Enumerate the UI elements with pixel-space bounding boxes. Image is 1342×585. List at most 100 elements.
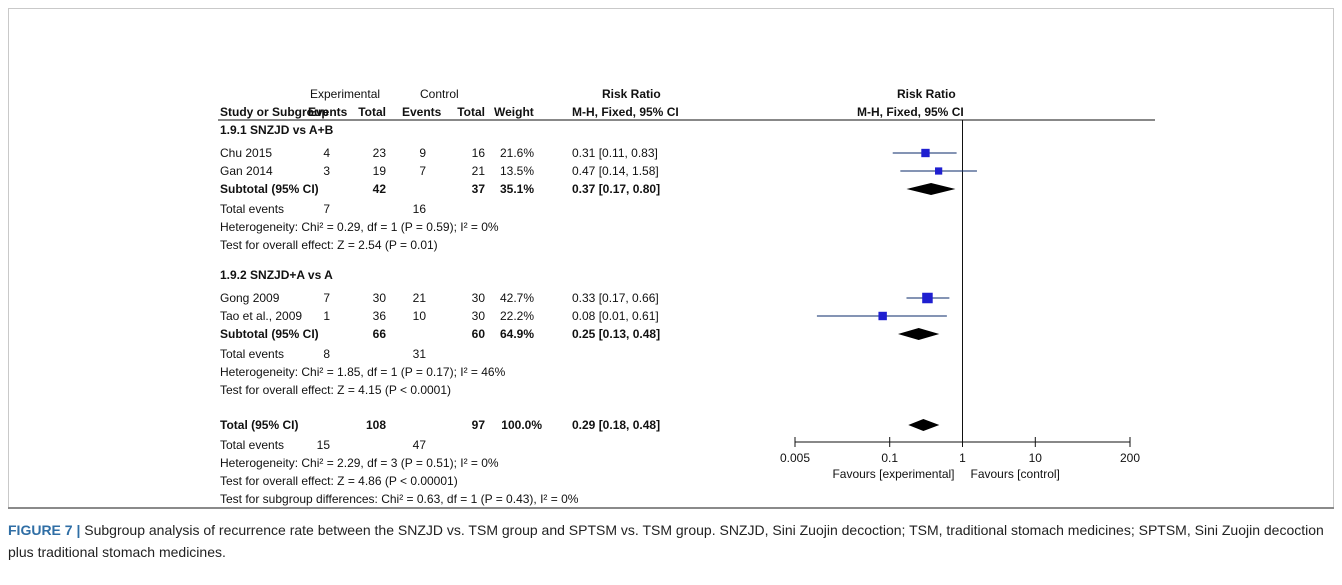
e-events: 4 xyxy=(323,146,330,160)
figure-divider xyxy=(8,507,1334,509)
col-method-plot: M-H, Fixed, 95% CI xyxy=(857,105,964,119)
favours-control-label: Favours [control] xyxy=(971,467,1060,481)
subtotal-row: Subtotal (95% CI) 66 60 64.9% 0.25 [0.13… xyxy=(220,327,660,341)
study-row: Tao et al., 2009 1 36 10 30 22.2% 0.08 [… xyxy=(220,309,659,323)
axis-tick-label: 1 xyxy=(959,451,966,465)
risk-ratio-ci: 0.31 [0.11, 0.83] xyxy=(572,146,658,160)
subgroup-differences-text: Test for subgroup differences: Chi² = 0.… xyxy=(220,492,579,506)
figure-caption: FIGURE 7 | Subgroup analysis of recurren… xyxy=(8,519,1334,563)
col-study: Study or Subgroup xyxy=(220,105,329,119)
e-events: 15 xyxy=(317,438,331,452)
risk-ratio-ci: 0.47 [0.14, 1.58] xyxy=(572,164,659,178)
overall-effect-text: Test for overall effect: Z = 2.54 (P = 0… xyxy=(220,238,438,252)
c-events: 16 xyxy=(413,202,427,216)
col-total-e: Total xyxy=(358,105,386,119)
c-total: 30 xyxy=(472,309,486,323)
header-risk-ratio-table: Risk Ratio xyxy=(602,87,661,101)
weight: 21.6% xyxy=(500,146,534,160)
study-name: Gan 2014 xyxy=(220,164,273,178)
c-total: 37 xyxy=(472,182,486,196)
e-total: 66 xyxy=(373,327,387,341)
subtotal-label: Subtotal (95% CI) xyxy=(220,182,319,196)
header-control: Control xyxy=(420,87,459,101)
study-square xyxy=(935,167,943,175)
e-total: 23 xyxy=(373,146,387,160)
e-total: 108 xyxy=(366,418,386,432)
total-events-row: Total events 7 16 xyxy=(220,202,426,216)
e-total: 19 xyxy=(373,164,387,178)
e-events: 8 xyxy=(323,347,330,361)
c-total: 21 xyxy=(472,164,486,178)
heterogeneity-text: Heterogeneity: Chi² = 2.29, df = 3 (P = … xyxy=(220,456,499,470)
total-events-row: Total events 15 47 xyxy=(220,438,426,452)
risk-ratio-ci: 0.08 [0.01, 0.61] xyxy=(572,309,659,323)
e-events: 3 xyxy=(323,164,330,178)
study-square xyxy=(878,311,887,321)
col-weight: Weight xyxy=(494,105,534,119)
summary-diamond xyxy=(908,419,940,431)
e-events: 7 xyxy=(323,291,330,305)
heterogeneity-text: Heterogeneity: Chi² = 0.29, df = 1 (P = … xyxy=(220,220,499,234)
study-row: Chu 2015 4 23 9 16 21.6% 0.31 [0.11, 0.8… xyxy=(220,146,658,160)
overall-effect-text: Test for overall effect: Z = 4.15 (P < 0… xyxy=(220,383,451,397)
e-total: 36 xyxy=(373,309,387,323)
risk-ratio-ci: 0.29 [0.18, 0.48] xyxy=(572,418,660,432)
header-risk-ratio-plot: Risk Ratio xyxy=(897,87,956,101)
col-events-c: Events xyxy=(402,105,442,119)
study-name: Gong 2009 xyxy=(220,291,280,305)
heterogeneity-text: Heterogeneity: Chi² = 1.85, df = 1 (P = … xyxy=(220,365,506,379)
total-label: Total (95% CI) xyxy=(220,418,298,432)
study-name: Chu 2015 xyxy=(220,146,272,160)
c-total: 16 xyxy=(472,146,486,160)
e-events: 7 xyxy=(323,202,330,216)
study-row: Gong 2009 7 30 21 30 42.7% 0.33 [0.17, 0… xyxy=(220,291,659,305)
e-total: 42 xyxy=(373,182,387,196)
overall-effect-text: Test for overall effect: Z = 4.86 (P < 0… xyxy=(220,474,458,488)
col-method-table: M-H, Fixed, 95% CI xyxy=(572,105,679,119)
c-events: 10 xyxy=(413,309,427,323)
axis-tick-label: 200 xyxy=(1120,451,1140,465)
favours-experimental-label: Favours [experimental] xyxy=(832,467,954,481)
weight: 64.9% xyxy=(500,327,534,341)
subgroup-title: 1.9.2 SNZJD+A vs A xyxy=(220,268,333,282)
summary-diamond xyxy=(898,328,940,340)
c-events: 21 xyxy=(413,291,427,305)
subgroup-title: 1.9.1 SNZJD vs A+B xyxy=(220,123,334,137)
c-events: 31 xyxy=(413,347,427,361)
total-events-label: Total events xyxy=(220,202,284,216)
weight: 13.5% xyxy=(500,164,534,178)
study-square xyxy=(922,292,933,304)
e-total: 30 xyxy=(373,291,387,305)
axis-tick-label: 10 xyxy=(1029,451,1043,465)
risk-ratio-ci: 0.37 [0.17, 0.80] xyxy=(572,182,660,196)
weight: 42.7% xyxy=(500,291,534,305)
study-square xyxy=(921,148,930,158)
e-events: 1 xyxy=(323,309,330,323)
forest-plot: Experimental Control Risk Ratio Risk Rat… xyxy=(218,87,1155,506)
study-row: Gan 2014 3 19 7 21 13.5% 0.47 [0.14, 1.5… xyxy=(220,164,659,178)
col-total-c: Total xyxy=(457,105,485,119)
weight: 22.2% xyxy=(500,309,534,323)
c-total: 60 xyxy=(472,327,486,341)
caption-text: Subgroup analysis of recurrence rate bet… xyxy=(8,522,1324,560)
forest-plot-area: 0.005 0.1 1 10 200 Favours [experimental] Favo… xyxy=(780,120,1140,481)
risk-ratio-ci: 0.25 [0.13, 0.48] xyxy=(572,327,660,341)
axis-tick-label: 0.005 xyxy=(780,451,810,465)
figure-frame xyxy=(8,8,1334,508)
risk-ratio-ci: 0.33 [0.17, 0.66] xyxy=(572,291,659,305)
header-experimental: Experimental xyxy=(310,87,380,101)
figure-label: FIGURE 7 | xyxy=(8,522,81,538)
c-total: 30 xyxy=(472,291,486,305)
col-events-e: Events xyxy=(308,105,348,119)
study-name: Tao et al., 2009 xyxy=(220,309,302,323)
total-events-label: Total events xyxy=(220,347,284,361)
summary-diamond xyxy=(906,183,956,195)
c-total: 97 xyxy=(472,418,486,432)
axis-tick-label: 0.1 xyxy=(881,451,898,465)
weight: 35.1% xyxy=(500,182,534,196)
subtotal-row: Subtotal (95% CI) 42 37 35.1% 0.37 [0.17… xyxy=(220,182,660,196)
c-events: 9 xyxy=(419,146,426,160)
total-row: Total (95% CI) 108 97 100.0% 0.29 [0.18,… xyxy=(220,418,660,432)
c-events: 47 xyxy=(413,438,427,452)
weight: 100.0% xyxy=(501,418,542,432)
